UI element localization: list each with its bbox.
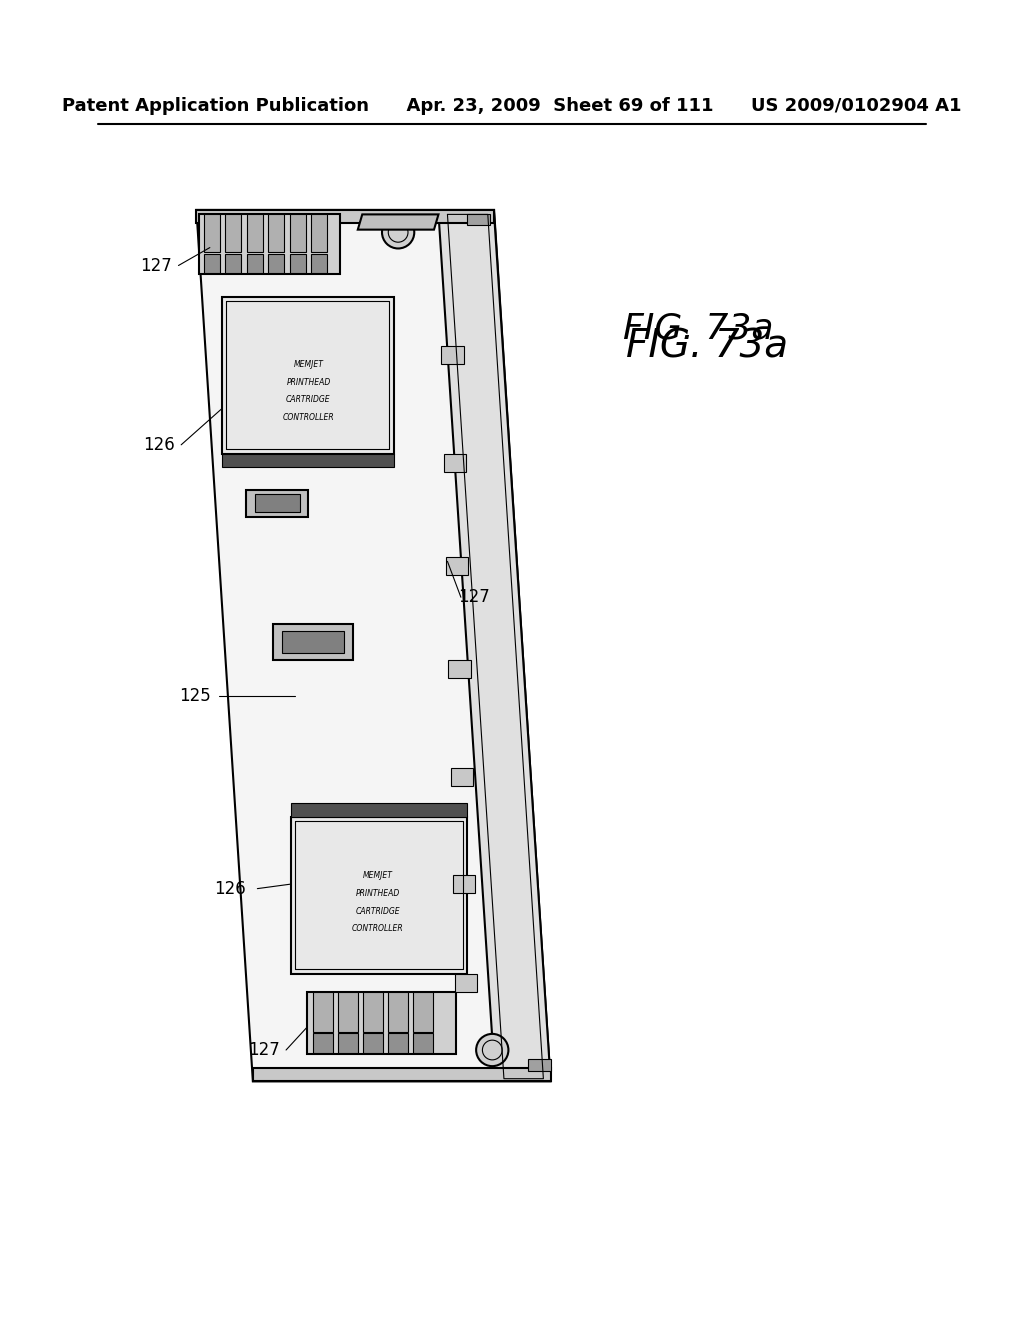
Polygon shape (364, 1034, 383, 1053)
Text: CONTROLLER: CONTROLLER (283, 413, 334, 422)
Polygon shape (414, 991, 433, 1032)
Polygon shape (197, 210, 494, 223)
Polygon shape (253, 1068, 551, 1081)
Polygon shape (364, 991, 383, 1032)
Polygon shape (388, 991, 408, 1032)
Text: PRINTHEAD: PRINTHEAD (355, 888, 399, 898)
Circle shape (476, 1034, 508, 1067)
Text: 127: 127 (248, 1041, 280, 1059)
Polygon shape (451, 768, 473, 785)
Text: CONTROLLER: CONTROLLER (351, 924, 403, 933)
Polygon shape (443, 454, 466, 471)
Polygon shape (441, 346, 464, 364)
Text: MEMJET: MEMJET (294, 359, 324, 368)
Text: 126: 126 (143, 436, 175, 454)
Polygon shape (268, 253, 285, 273)
Circle shape (382, 216, 415, 248)
Polygon shape (225, 214, 242, 252)
Polygon shape (311, 253, 328, 273)
Polygon shape (204, 214, 220, 252)
Polygon shape (306, 991, 457, 1055)
Polygon shape (225, 253, 242, 273)
Polygon shape (221, 297, 393, 454)
Polygon shape (291, 804, 467, 817)
Polygon shape (528, 1059, 552, 1071)
Text: PRINTHEAD: PRINTHEAD (287, 378, 331, 387)
Text: 126: 126 (215, 879, 247, 898)
Polygon shape (290, 214, 306, 252)
Text: CARTRIDGE: CARTRIDGE (355, 907, 399, 916)
Polygon shape (446, 557, 468, 574)
Polygon shape (438, 214, 551, 1080)
Text: FIG. 73a: FIG. 73a (627, 327, 788, 366)
Text: Patent Application Publication      Apr. 23, 2009  Sheet 69 of 111      US 2009/: Patent Application Publication Apr. 23, … (62, 96, 962, 115)
Text: FIG. 73a: FIG. 73a (624, 312, 774, 346)
Polygon shape (246, 490, 308, 516)
Polygon shape (197, 210, 551, 1081)
Polygon shape (204, 253, 220, 273)
Polygon shape (268, 214, 285, 252)
Polygon shape (414, 1034, 433, 1053)
Polygon shape (221, 454, 393, 467)
Polygon shape (388, 1034, 408, 1053)
Polygon shape (453, 875, 475, 894)
Polygon shape (255, 494, 299, 512)
Text: 127: 127 (140, 256, 172, 275)
Polygon shape (311, 214, 328, 252)
Polygon shape (199, 214, 340, 275)
Polygon shape (313, 1034, 333, 1053)
Polygon shape (467, 214, 490, 226)
Polygon shape (247, 214, 263, 252)
Polygon shape (247, 253, 263, 273)
Polygon shape (282, 631, 344, 653)
Polygon shape (313, 991, 333, 1032)
Polygon shape (272, 624, 353, 660)
Polygon shape (338, 991, 357, 1032)
Polygon shape (357, 214, 438, 230)
Polygon shape (290, 253, 306, 273)
Text: MEMJET: MEMJET (362, 871, 392, 879)
Text: 125: 125 (179, 686, 211, 705)
Polygon shape (291, 817, 467, 974)
Polygon shape (449, 660, 471, 678)
Text: CARTRIDGE: CARTRIDGE (286, 396, 331, 404)
Polygon shape (455, 974, 477, 991)
Polygon shape (338, 1034, 357, 1053)
Text: 127: 127 (459, 589, 490, 606)
